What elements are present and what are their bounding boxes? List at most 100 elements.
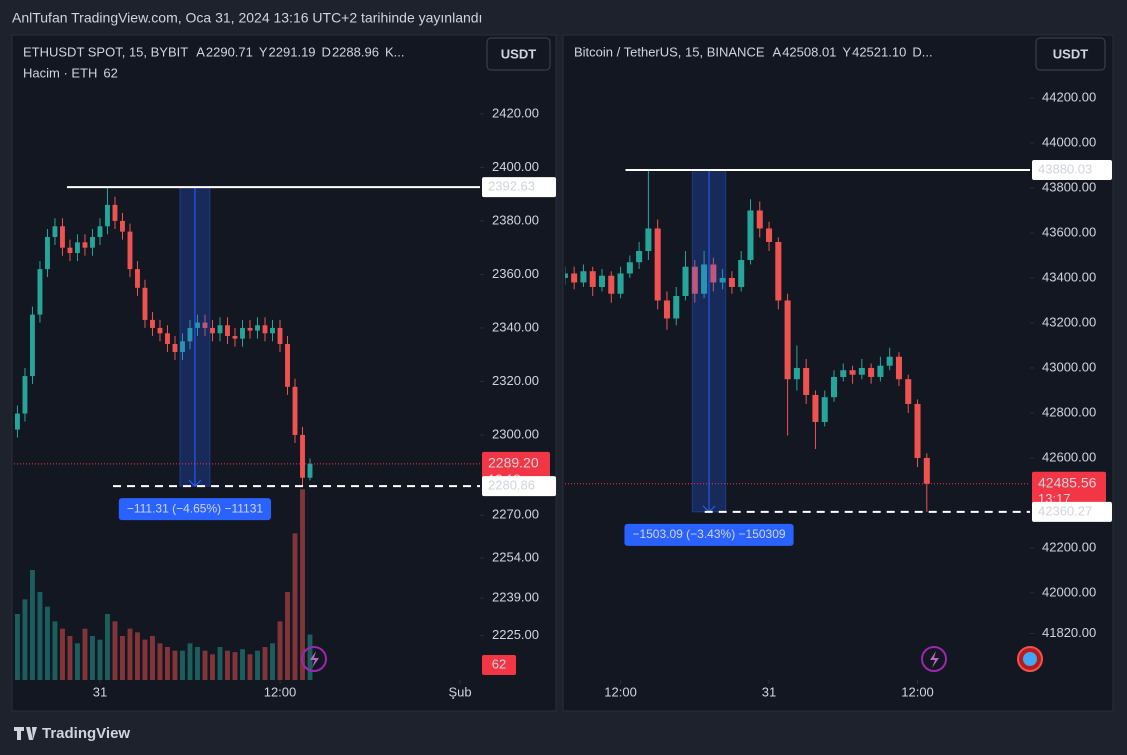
volume-bar bbox=[285, 592, 290, 680]
measure-label-box bbox=[624, 523, 794, 546]
volume-bar bbox=[45, 606, 50, 680]
legend-key: A bbox=[196, 44, 205, 59]
candle-body bbox=[127, 231, 133, 270]
volume-bar bbox=[307, 634, 313, 680]
candle-body bbox=[277, 327, 283, 344]
y-tick-label: 2300.00 bbox=[492, 426, 539, 441]
symbol-title: ETHUSDT SPOT, 15, BYBIT bbox=[23, 44, 188, 59]
candle-body bbox=[217, 325, 223, 334]
high-label-box bbox=[482, 177, 556, 198]
volume-bar bbox=[22, 599, 28, 680]
y-tick-label: 2360.00 bbox=[492, 266, 539, 281]
volume-bar bbox=[127, 628, 133, 680]
candle-body bbox=[673, 295, 680, 319]
candle-body bbox=[52, 226, 58, 237]
candle-body bbox=[877, 365, 884, 377]
candle-body bbox=[75, 242, 80, 254]
currency: USDT bbox=[501, 46, 536, 61]
legend-value: 2288.96 bbox=[332, 44, 379, 59]
candle-body bbox=[15, 413, 20, 430]
symbol-title: Bitcoin / TetherUS, 15, BINANCE bbox=[574, 44, 765, 59]
y-tick-label: 2380.00 bbox=[492, 212, 539, 227]
candle-body bbox=[67, 247, 73, 254]
volume-name: Hacim · ETH bbox=[23, 65, 97, 80]
y-tick-label: 41820.00 bbox=[1042, 625, 1096, 640]
candle-body bbox=[812, 394, 819, 422]
currency-button[interactable] bbox=[486, 37, 551, 71]
volume-bar bbox=[225, 650, 230, 680]
legend-value: 42508.01 bbox=[782, 44, 836, 59]
candle-body bbox=[120, 220, 125, 232]
y-tick-label: 2320.00 bbox=[492, 373, 539, 388]
y-tick-label: 43400.00 bbox=[1042, 269, 1096, 284]
volume-bar bbox=[15, 614, 20, 680]
candle-body bbox=[292, 386, 298, 435]
logo bbox=[14, 727, 37, 740]
low-label: 2280.86 bbox=[488, 478, 535, 493]
volume-bar bbox=[277, 621, 283, 680]
candle-body bbox=[617, 273, 624, 294]
y-tick-label: 2340.00 bbox=[492, 319, 539, 334]
volume-bar bbox=[82, 628, 88, 680]
x-tick-label: Şub bbox=[448, 684, 471, 699]
volume-bar bbox=[255, 650, 260, 680]
legend-key: D... bbox=[912, 44, 932, 59]
candle-body bbox=[923, 457, 930, 484]
candle-body bbox=[747, 210, 754, 260]
volume-bar bbox=[97, 639, 103, 680]
candle-body bbox=[255, 325, 260, 331]
currency-button[interactable] bbox=[1035, 37, 1106, 71]
candle-body bbox=[165, 333, 170, 344]
y-tick-label: 2270.00 bbox=[492, 507, 539, 522]
volume-bar bbox=[210, 654, 215, 680]
volume-bar bbox=[150, 636, 155, 680]
candle-body bbox=[225, 325, 230, 336]
candle-body bbox=[710, 264, 717, 283]
candle-body bbox=[195, 322, 200, 328]
volume-bar bbox=[90, 636, 95, 680]
candle-body bbox=[300, 434, 305, 478]
volume-bar bbox=[232, 652, 238, 680]
candle-body bbox=[626, 262, 633, 274]
candle-body bbox=[905, 379, 912, 404]
volume-bar bbox=[52, 621, 58, 680]
y-tick-label: 2420.00 bbox=[492, 105, 539, 120]
candle-body bbox=[821, 397, 828, 422]
x-tick-label: 12:00 bbox=[604, 684, 637, 699]
currency: USDT bbox=[1053, 46, 1088, 61]
candle-body bbox=[858, 367, 865, 375]
x-tick-label: 31 bbox=[93, 684, 107, 699]
volume-label: 62 bbox=[492, 656, 506, 671]
volume-bar bbox=[270, 643, 275, 680]
candle-body bbox=[187, 327, 193, 342]
low-label-box bbox=[482, 476, 556, 497]
measure-label-box bbox=[118, 498, 272, 521]
candle-body bbox=[598, 275, 606, 287]
candle-body bbox=[22, 376, 28, 414]
plot bbox=[15, 187, 313, 680]
candle-body bbox=[60, 226, 65, 248]
volume-bar bbox=[165, 647, 170, 680]
candle-body bbox=[784, 300, 791, 380]
last-price-box bbox=[1032, 471, 1106, 510]
candle-body bbox=[608, 275, 615, 294]
legend-value: 2290.71 bbox=[206, 44, 253, 59]
legend-key: Y bbox=[259, 44, 268, 59]
legend-key: D bbox=[322, 44, 331, 59]
candle-body bbox=[766, 228, 773, 242]
measure-label: −111.31 (−4.65%) −11131 bbox=[127, 501, 264, 515]
candle-body bbox=[830, 376, 838, 398]
y-tick-label: 2400.00 bbox=[492, 159, 539, 174]
candle-body bbox=[701, 264, 708, 294]
x-tick-label: 12:00 bbox=[264, 684, 297, 699]
legend-key: K... bbox=[385, 44, 405, 59]
candle-body bbox=[589, 271, 596, 287]
low-label-box bbox=[1032, 501, 1112, 522]
y-tick-label: 44000.00 bbox=[1042, 134, 1096, 149]
measure-arrowhead bbox=[188, 479, 202, 487]
candle-body bbox=[738, 259, 745, 287]
candle-body bbox=[565, 273, 568, 278]
candle-body bbox=[262, 325, 268, 334]
candle-body bbox=[719, 277, 726, 283]
volume-bar bbox=[187, 643, 193, 680]
